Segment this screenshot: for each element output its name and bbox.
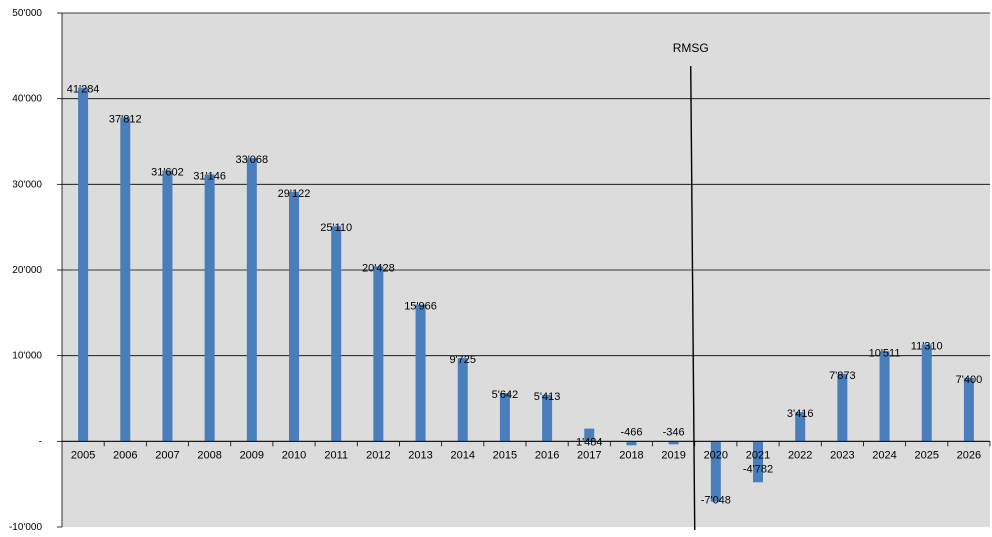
bar <box>120 117 131 442</box>
data-label: 1'484 <box>576 436 603 448</box>
data-label: 25'110 <box>320 222 352 234</box>
x-tick-label: 2023 <box>830 449 854 461</box>
bar <box>415 304 426 442</box>
x-tick-label: 2011 <box>324 449 348 461</box>
bar <box>668 441 679 445</box>
bar <box>753 441 763 483</box>
x-tick-label: 2020 <box>704 449 728 461</box>
data-label: 41'284 <box>67 84 100 96</box>
bar <box>78 87 89 442</box>
data-label: 5'642 <box>492 389 519 401</box>
x-tick-label: 2013 <box>408 449 432 461</box>
bar <box>584 428 595 442</box>
data-label: 7'400 <box>956 374 983 386</box>
x-tick-label: 2008 <box>197 449 221 461</box>
bar <box>921 344 932 442</box>
x-tick-label: 2025 <box>914 449 938 461</box>
bar <box>457 358 468 442</box>
y-tick-label: 40'000 <box>12 94 42 105</box>
data-label: 33'068 <box>235 154 268 166</box>
y-tick-label: 50'000 <box>12 8 42 19</box>
data-label: 15'966 <box>404 301 437 313</box>
bar <box>246 158 257 442</box>
x-tick-label: 2010 <box>282 449 306 461</box>
x-tick-label: 2017 <box>577 449 601 461</box>
y-tick-label: -10'000 <box>9 522 42 532</box>
bar <box>162 170 173 442</box>
bar <box>289 191 299 442</box>
bar <box>499 393 510 442</box>
data-label: -346 <box>663 426 685 438</box>
data-label: 7'873 <box>829 370 856 382</box>
x-tick-label: 2012 <box>366 449 390 461</box>
rmsg-label: RMSG <box>673 41 709 55</box>
data-label: 20'428 <box>362 262 395 274</box>
y-tick-label: - <box>39 436 42 447</box>
data-label: 31'602 <box>151 167 184 179</box>
x-tick-label: 2021 <box>746 449 770 461</box>
x-tick-label: 2015 <box>493 449 517 461</box>
data-label: 3'416 <box>787 408 814 420</box>
data-label: -466 <box>620 426 642 438</box>
x-tick-label: 2009 <box>240 449 264 461</box>
data-label: 11'310 <box>911 340 943 352</box>
x-tick-label: 2019 <box>661 449 685 461</box>
y-tick-label: 20'000 <box>12 265 42 276</box>
y-tick-label: 10'000 <box>12 351 42 362</box>
x-tick-label: 2026 <box>957 449 981 461</box>
data-label: 31'146 <box>193 171 226 183</box>
bar <box>710 441 721 502</box>
data-label: 29'122 <box>278 188 311 200</box>
data-label: 37'812 <box>109 113 142 125</box>
bar <box>879 351 890 442</box>
x-tick-label: 2018 <box>619 449 643 461</box>
bar <box>373 266 384 442</box>
x-tick-label: 2007 <box>155 449 179 461</box>
x-tick-label: 2005 <box>71 449 95 461</box>
bar <box>837 373 848 442</box>
data-label: -4'782 <box>743 463 773 475</box>
data-label: 9'725 <box>449 354 476 366</box>
bar <box>204 174 215 442</box>
x-tick-label: 2006 <box>113 449 137 461</box>
x-tick-label: 2022 <box>788 449 812 461</box>
bar <box>795 412 806 442</box>
y-tick-label: 30'000 <box>12 179 42 190</box>
x-tick-label: 2024 <box>872 449 896 461</box>
x-tick-label: 2014 <box>450 449 474 461</box>
data-label: 10'511 <box>869 347 901 359</box>
bar <box>626 441 637 446</box>
bar <box>963 377 974 442</box>
bar <box>542 394 553 442</box>
data-label: 5'413 <box>534 391 561 403</box>
bar <box>331 226 342 442</box>
x-tick-label: 2016 <box>535 449 559 461</box>
data-label: -7'048 <box>701 495 731 507</box>
rmsg-line <box>690 65 696 531</box>
